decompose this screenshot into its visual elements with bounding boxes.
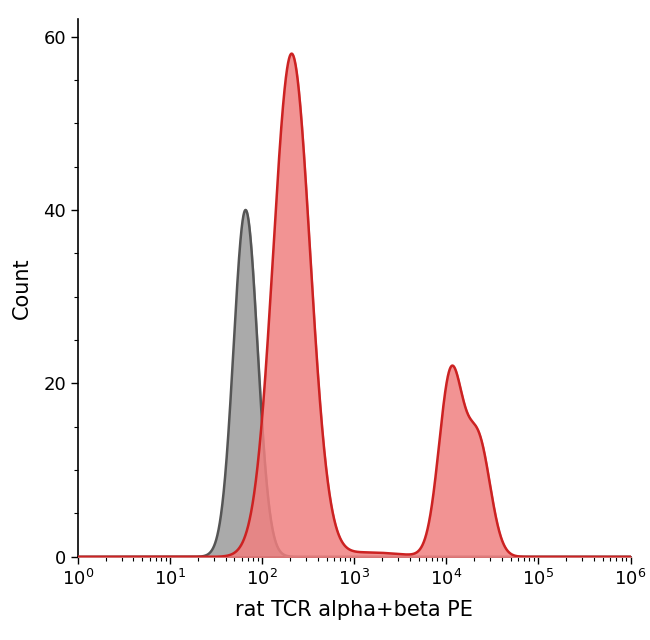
X-axis label: rat TCR alpha+beta PE: rat TCR alpha+beta PE <box>235 600 473 620</box>
Y-axis label: Count: Count <box>12 257 32 319</box>
